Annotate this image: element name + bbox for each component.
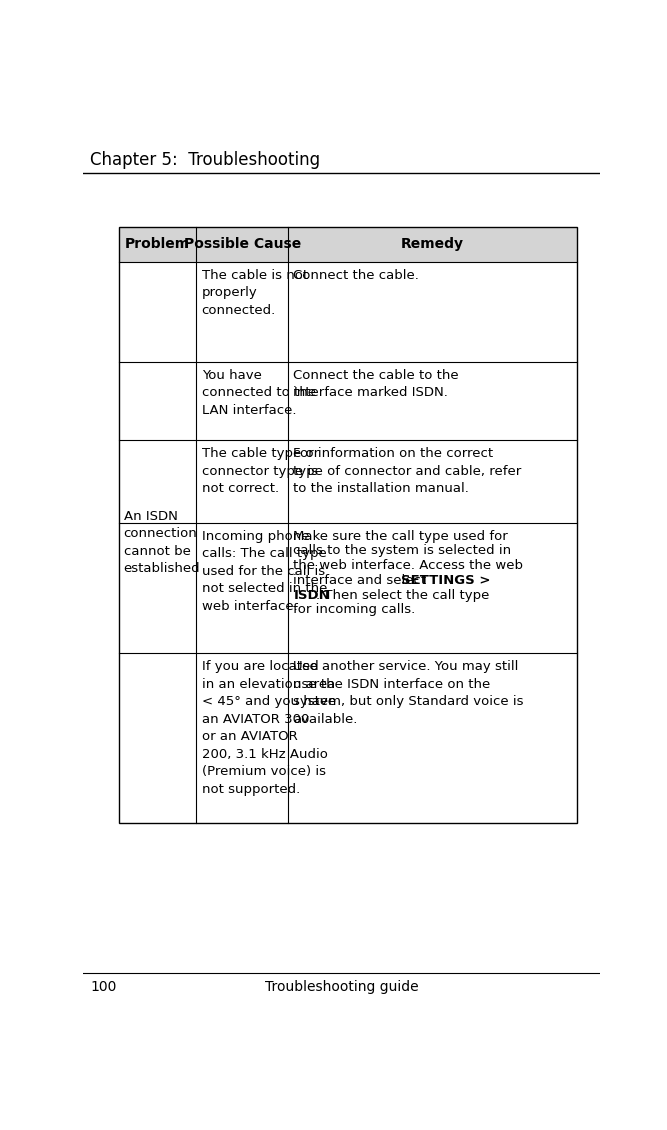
Text: Troubleshooting guide: Troubleshooting guide <box>265 980 419 993</box>
Text: You have
connected to the
LAN interface.: You have connected to the LAN interface. <box>201 368 315 417</box>
Text: interface and select: interface and select <box>293 574 431 586</box>
Text: SETTINGS >: SETTINGS > <box>401 574 490 586</box>
Text: The cable type or
connector type is
not correct.: The cable type or connector type is not … <box>201 447 319 495</box>
Text: Connect the cable to the
interface marked ISDN.: Connect the cable to the interface marke… <box>293 368 459 399</box>
Text: calls to the system is selected in: calls to the system is selected in <box>293 545 512 557</box>
Text: ISDN: ISDN <box>293 589 330 601</box>
Text: Problem: Problem <box>125 237 190 251</box>
Text: for incoming calls.: for incoming calls. <box>293 603 416 616</box>
Text: For information on the correct
type of connector and cable, refer
to the install: For information on the correct type of c… <box>293 447 522 495</box>
Text: Possible Cause: Possible Cause <box>183 237 301 251</box>
Text: the web interface. Access the web: the web interface. Access the web <box>293 559 524 572</box>
Text: Remedy: Remedy <box>401 237 464 251</box>
Text: Make sure the call type used for: Make sure the call type used for <box>293 530 508 542</box>
Text: Connect the cable.: Connect the cable. <box>293 269 420 281</box>
Text: Use another service. You may still
use the ISDN interface on the
system, but onl: Use another service. You may still use t… <box>293 660 524 725</box>
Bar <box>119 227 577 823</box>
Text: If you are located
in an elevation area
< 45° and you have
an AVIATOR 300
or an : If you are located in an elevation area … <box>201 660 336 796</box>
Text: . Then select the call type: . Then select the call type <box>316 589 489 601</box>
Text: Incoming phone
calls: The call type
used for the call is
not selected in the
web: Incoming phone calls: The call type used… <box>201 530 327 612</box>
Text: The cable is not
properly
connected.: The cable is not properly connected. <box>201 269 307 316</box>
Text: Chapter 5:  Troubleshooting: Chapter 5: Troubleshooting <box>90 151 320 170</box>
Text: 100: 100 <box>90 980 117 993</box>
Bar <box>119 227 577 262</box>
Text: An ISDN
connection
cannot be
established: An ISDN connection cannot be established <box>123 510 200 575</box>
